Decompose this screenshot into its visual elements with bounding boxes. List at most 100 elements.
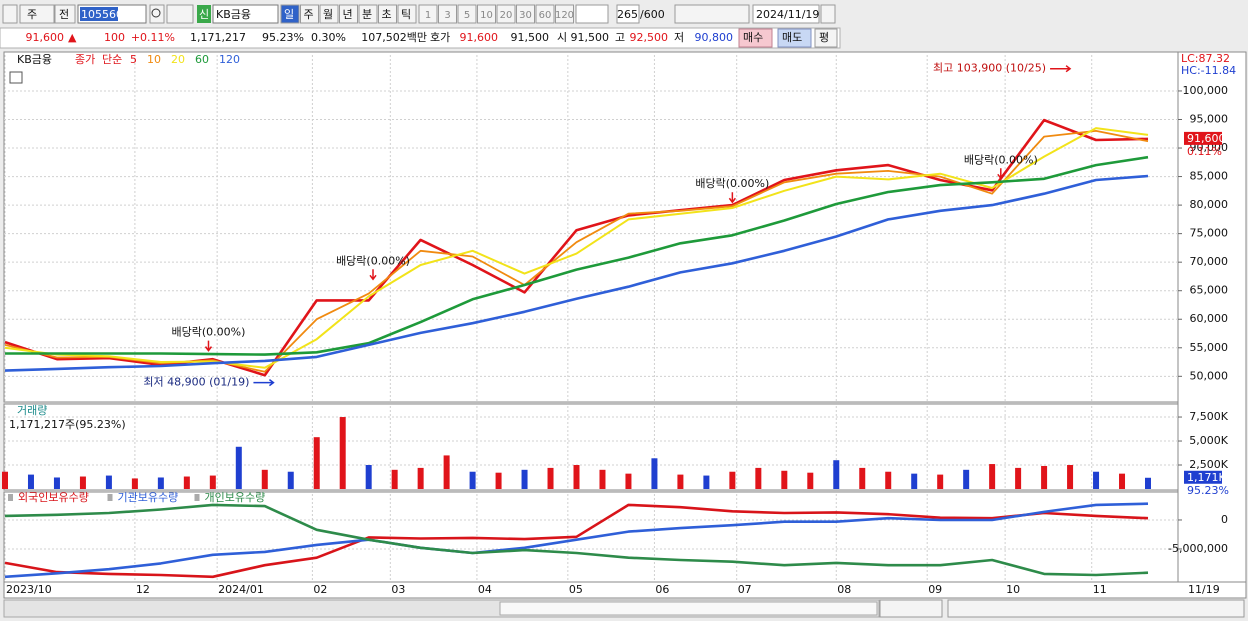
legend-swatch [194,494,200,501]
info-open: 91,500 [571,31,610,44]
legend-item: 외국인보유수량 [18,491,89,504]
info-volume-pct: 95.23% [262,31,304,44]
period-button[interactable] [378,4,397,24]
volume-title: 거래량 [17,404,47,417]
period-button[interactable] [319,4,339,24]
x-tick-label: 05 [569,583,583,596]
volume-bar [729,471,736,489]
zoom-tools[interactable] [947,599,1245,618]
code-text: 105560 [81,8,123,21]
x-end-label: 11/19 [1188,583,1220,596]
volume-bar [1093,471,1100,489]
x-axis [3,581,1247,599]
period-text: 년 [343,8,353,21]
volume-bar [339,417,346,489]
x-tick-label: 12 [136,583,150,596]
menu-icon[interactable] [2,4,18,24]
interval-text: 20 [500,10,513,21]
volume-bar [105,475,112,489]
y-tick-label: 50,000 [1190,369,1229,382]
menu-select[interactable] [19,4,55,24]
buy-button[interactable] [738,28,773,48]
interval-text: 30 [519,10,532,21]
info-bar [0,27,841,49]
interval-button[interactable] [457,4,477,24]
period-button[interactable] [358,4,378,24]
dividend-marker [997,168,1005,180]
dividend-marker [204,340,213,352]
last-value-box [1184,131,1222,145]
interval-button[interactable] [438,4,457,24]
series-line [4,127,1149,369]
legend-item: 20 [171,53,185,66]
period-button[interactable] [397,4,417,24]
interval-button[interactable] [496,4,516,24]
volume-bar [469,471,476,489]
x-tick-label: 08 [837,583,851,596]
calendar-button[interactable] [820,4,836,24]
volume-bar [807,472,814,489]
sell-button[interactable] [777,28,812,48]
y-tick-label: 5,000K [1189,434,1228,447]
x-tick-label: 03 [391,583,405,596]
interval-text: 120 [555,10,574,21]
table-icon[interactable] [9,71,23,84]
volume-bar [157,477,164,489]
y-tick-label: 0 [1221,513,1228,526]
avg-button[interactable] [814,28,838,48]
period-text: 주 [304,8,314,21]
period-button[interactable] [280,4,300,24]
volume-bar [365,465,372,489]
interval-button[interactable] [555,4,574,24]
period-button[interactable] [300,4,319,24]
volume-bar [521,469,528,489]
y-tick-label: 7,500K [1189,410,1228,423]
legend-item: 60 [195,53,209,66]
sound-button[interactable] [166,4,194,24]
x-tick-label: 2023/10 [6,583,52,596]
last-change: 0.11% [1187,145,1222,158]
interval-text: 1 [425,10,431,21]
volume-bar [1041,465,1048,489]
volume-bar [833,460,840,489]
volume-bar [781,470,788,489]
range-button[interactable] [54,4,76,24]
chart-title: KB금융 [17,53,52,66]
period-dropdown[interactable] [575,4,609,24]
scroll-buttons[interactable] [879,599,943,618]
interval-button[interactable] [418,4,438,24]
volume-bar [937,474,944,489]
interval-text: 3 [444,10,450,21]
interval-text: 5 [464,10,470,21]
period-text: 일 [284,7,294,21]
info-ask: 91,600 [460,31,499,44]
period-button[interactable] [339,4,358,24]
y-tick-label: 60,000 [1190,312,1229,325]
info-low: 90,800 [695,31,734,44]
interval-button[interactable] [516,4,535,24]
series-line [4,502,1149,579]
period-text: 초 [382,8,392,21]
volume-bar [703,475,710,489]
date-input[interactable] [752,4,820,24]
info-quote-label: 호가 [430,31,450,44]
volume-bar [573,465,580,489]
count-input[interactable] [616,4,640,24]
volume-bar [443,455,450,489]
tool-icons[interactable] [674,4,750,24]
scroll-thumb[interactable] [499,601,878,616]
y-tick-label: 85,000 [1190,170,1229,183]
last-value-label: 91,600 [1187,132,1226,145]
menu-text: 주 [27,8,37,21]
dividend-marker [369,269,377,281]
volume-bar [391,469,398,489]
y-tick-label: 55,000 [1190,341,1229,354]
volume-bar [911,473,918,489]
last-value-box [1184,470,1222,484]
high-marker [1050,65,1072,73]
volume-bar [287,471,294,489]
dividend-label: 배당락(0.00%) [964,153,1038,166]
interval-button[interactable] [477,4,496,24]
buy-text: 매수 [743,31,763,44]
interval-button[interactable] [535,4,555,24]
